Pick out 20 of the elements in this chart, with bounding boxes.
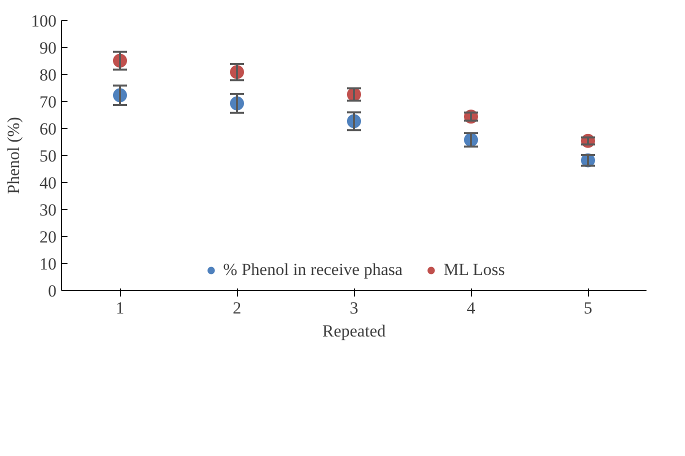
x-tick-label: 5: [584, 298, 592, 318]
y-tick-label: 90: [40, 38, 56, 58]
y-axis-title: Phenol (%): [4, 117, 23, 194]
legend-label: ML Loss: [444, 260, 505, 280]
x-tick-label: 2: [232, 298, 242, 318]
y-tick-label: 60: [40, 120, 56, 138]
x-axis-title: Repeated: [322, 322, 386, 340]
y-tick-label: 30: [40, 200, 56, 220]
y-tick-label: 100: [31, 12, 56, 30]
y-tick-label: 0: [48, 282, 56, 300]
x-tick-label: 4: [466, 298, 476, 318]
y-tick-label: 80: [40, 66, 56, 84]
legend-label: % Phenol in receive phasa: [223, 260, 403, 280]
y-tick-label: 20: [40, 228, 56, 246]
x-tick-label: 1: [116, 298, 124, 318]
y-tick-label: 10: [40, 254, 56, 274]
x-tick-label: 3: [350, 298, 358, 318]
y-tick-label: 50: [40, 146, 56, 166]
y-tick-label: 40: [40, 174, 56, 192]
y-tick-label: 70: [40, 92, 56, 112]
